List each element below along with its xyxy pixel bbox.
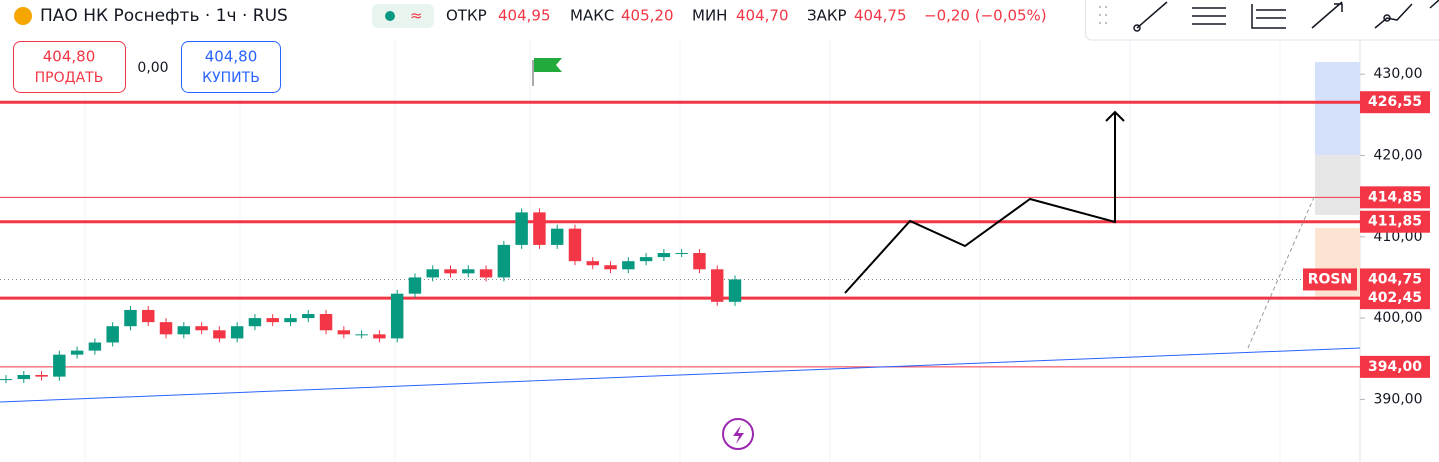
open-value: 404,95 [498, 7, 551, 25]
candle-body [248, 318, 262, 327]
candle-body [550, 228, 564, 245]
candle-body [0, 379, 13, 381]
change-value: −0,20 (−0,05%) [924, 7, 1047, 25]
y-tick-label: 420,00 [1374, 147, 1423, 163]
sell-price: 404,80 [43, 48, 96, 66]
low-value: 404,70 [736, 7, 789, 25]
candle-body [390, 293, 404, 339]
candle-body [657, 253, 671, 258]
candle-body [106, 326, 119, 343]
level-box [1360, 210, 1430, 233]
toolbar-icons[interactable] [1099, 0, 1439, 32]
high-value: 405,20 [621, 7, 674, 25]
candle-body [213, 330, 226, 339]
level-label: 411,85 [1368, 214, 1422, 230]
candle-body [408, 277, 422, 294]
arrow-head [1105, 110, 1125, 122]
candle-body [88, 342, 102, 351]
symbol-box [1303, 268, 1357, 291]
close-label: ЗАКР [807, 7, 847, 25]
level-box [1360, 91, 1430, 114]
drawing-toolbar [1085, 0, 1439, 41]
candle-body [266, 318, 279, 323]
candle-body [53, 354, 66, 377]
candle-body [373, 334, 386, 339]
level-box [1360, 355, 1430, 378]
candle-body [337, 330, 351, 335]
candle-body [693, 253, 706, 270]
candle-body [17, 374, 31, 380]
candle-body [230, 326, 244, 339]
candle-body [70, 350, 84, 355]
y-tick-label: 390,00 [1374, 391, 1423, 407]
close-value: 404,75 [854, 7, 907, 25]
y-tick-label: 430,00 [1374, 66, 1423, 82]
logo [14, 7, 32, 25]
symbol-title: ПАО НК Роснефть · 1ч · RUS [40, 6, 288, 26]
forecast-path [844, 112, 1116, 294]
candle-body [195, 326, 208, 331]
buy-label: КУПИТЬ [202, 70, 260, 86]
level-box [1360, 287, 1430, 310]
candle-body [462, 269, 475, 274]
sell-button[interactable] [13, 41, 126, 93]
candle-body [426, 269, 439, 278]
status-badge [372, 4, 434, 28]
candle-body [302, 314, 315, 319]
level-box [1360, 268, 1430, 291]
candle-body [586, 261, 599, 266]
event-bolt [733, 425, 744, 444]
sell-label: ПРОДАТЬ [35, 70, 104, 86]
flag [534, 58, 562, 72]
level-label: 404,75 [1368, 271, 1422, 287]
candle-body [728, 279, 742, 302]
candle-body [159, 322, 173, 335]
level-label: 426,55 [1368, 94, 1422, 110]
y-tick-label: 410,00 [1374, 229, 1423, 245]
status-icon: ≈ [410, 7, 423, 25]
candle-body [177, 326, 191, 335]
buy-button[interactable] [181, 41, 281, 93]
candle-body [444, 269, 457, 274]
candle-body [710, 269, 724, 302]
level-box [1360, 186, 1430, 209]
candle-body [35, 374, 48, 377]
buy-price: 404,80 [205, 48, 258, 66]
candle-body [479, 269, 493, 278]
candle-body [124, 309, 137, 327]
y-tick-label: 400,00 [1374, 310, 1423, 326]
spread: 0,00 [137, 60, 168, 76]
target-zone [1315, 62, 1360, 155]
candle-body [142, 309, 155, 323]
candle-body [497, 244, 511, 278]
candle-body [675, 253, 688, 255]
symbol-label: ROSN [1308, 271, 1352, 287]
level-label: 402,45 [1368, 290, 1422, 306]
candle-body [355, 334, 368, 336]
trend-line [0, 347, 1361, 403]
candle-body [533, 212, 546, 245]
candle-body [319, 314, 333, 331]
low-label: МИН [692, 7, 727, 25]
candle-body [568, 228, 582, 262]
candle-body [284, 318, 297, 323]
candle-body [604, 265, 617, 270]
candle-body [515, 212, 528, 245]
candle-body [639, 257, 653, 262]
open-label: ОТКР [446, 7, 487, 25]
v-grid [84, 40, 1281, 462]
level-label: 414,85 [1368, 189, 1422, 205]
candle-body [622, 261, 635, 270]
high-label: МАКС [570, 7, 614, 25]
status-dot [385, 11, 395, 21]
entry-zone [1315, 155, 1360, 215]
level-label: 394,00 [1368, 359, 1422, 375]
